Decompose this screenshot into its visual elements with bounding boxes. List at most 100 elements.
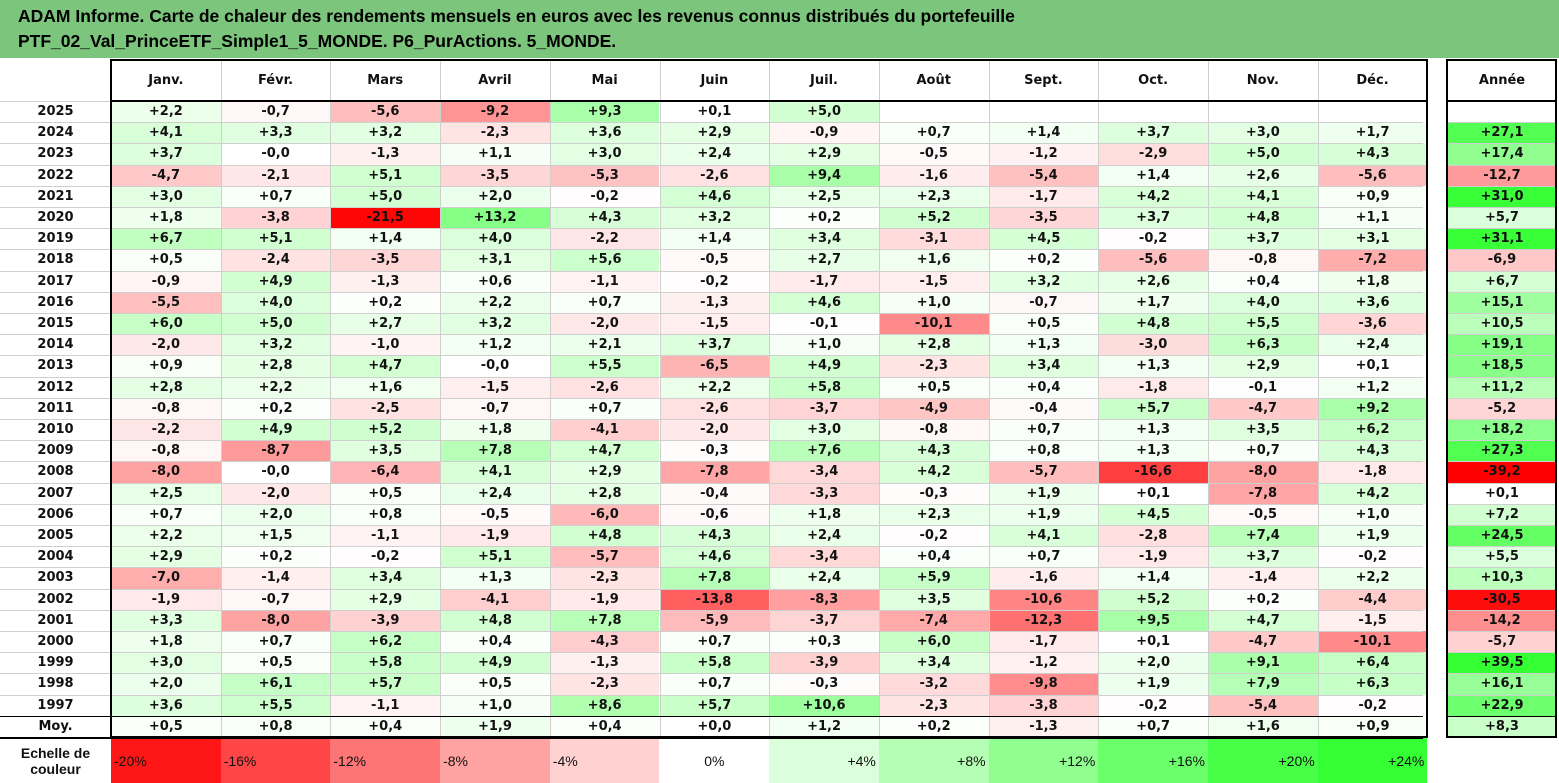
table-bottom-border <box>0 737 1423 739</box>
heatmap-cell: -0,1 <box>769 313 879 335</box>
year-label: 2003 <box>37 570 74 586</box>
heatmap-cell: +5,8 <box>330 652 441 674</box>
heatmap-cell: +5,9 <box>878 567 989 589</box>
heatmap-cell: +4,9 <box>220 270 331 292</box>
heatmap-cell: +5,1 <box>220 228 331 250</box>
heatmap-cell: +4,7 <box>1208 609 1318 631</box>
heatmap-cell: +0,2 <box>988 249 1099 271</box>
annual-cell: +27,1 <box>1447 122 1557 144</box>
heatmap-cell: -4,7 <box>111 164 221 186</box>
annual-row-divider <box>1447 270 1557 272</box>
heatmap-cell: -5,7 <box>988 461 1099 483</box>
heatmap-cell: -0,2 <box>878 525 989 547</box>
heatmap-cell: -4,7 <box>1208 397 1318 419</box>
heatmap-cell: +6,3 <box>1317 673 1428 695</box>
heatmap-cell: -7,0 <box>111 567 221 589</box>
heatmap-cell: +5,0 <box>769 101 879 123</box>
heatmap-cell: +2,8 <box>220 355 331 377</box>
heatmap-cell: +5,8 <box>769 376 879 398</box>
row-divider <box>0 631 1423 632</box>
heatmap-cell: -0,7 <box>440 397 550 419</box>
heatmap-cell: -1,4 <box>1208 567 1318 589</box>
row-divider <box>0 419 1423 420</box>
heatmap-cell: -1,4 <box>220 567 331 589</box>
heatmap-cell: +1,3 <box>440 567 550 589</box>
heatmap-cell: +1,0 <box>440 694 550 716</box>
heatmap-cell: +2,2 <box>220 376 331 398</box>
heatmap-cell: +0,2 <box>220 546 331 568</box>
row-divider <box>0 397 1423 399</box>
heatmap-cell: +5,2 <box>330 419 441 441</box>
row-divider <box>0 313 1423 314</box>
heatmap-cell: -1,9 <box>111 588 221 610</box>
heatmap-cell: -3,1 <box>878 228 989 250</box>
heatmap-cell: +6,0 <box>111 313 221 335</box>
heatmap-cell: +4,5 <box>988 228 1099 250</box>
average-cell: -1,3 <box>988 715 1099 737</box>
heatmap-cell: +0,6 <box>440 270 550 292</box>
heatmap-cell: +3,5 <box>1208 419 1318 441</box>
heatmap-cell: +3,3 <box>111 609 221 631</box>
heatmap-cell: -7,2 <box>1317 249 1428 271</box>
annual-row-divider <box>1447 355 1557 357</box>
annual-cell: +0,1 <box>1447 482 1557 504</box>
heatmap-cell: -0,5 <box>440 503 550 525</box>
heatmap-cell: -7,8 <box>1208 482 1318 504</box>
heatmap-cell: +2,5 <box>769 185 879 207</box>
annual-cell: -14,2 <box>1447 609 1557 631</box>
month-header: Oct. <box>1138 72 1169 88</box>
heatmap-cell: -1,6 <box>878 164 989 186</box>
row-divider <box>0 334 1423 336</box>
month-header: Août <box>916 72 951 88</box>
heatmap-cell: -2,6 <box>659 164 770 186</box>
heatmap-cell: -12,3 <box>988 609 1099 631</box>
annual-row-divider <box>1447 588 1557 590</box>
heatmap-cell: +1,3 <box>988 334 1099 356</box>
annual-cell: +17,4 <box>1447 143 1557 165</box>
heatmap-cell: +7,8 <box>549 609 660 631</box>
heatmap-cell: +0,7 <box>1208 440 1318 462</box>
color-scale-swatch: +4% <box>769 738 879 783</box>
heatmap-cell: +2,5 <box>111 482 221 504</box>
heatmap-cell: +0,2 <box>1208 588 1318 610</box>
annual-row-divider <box>1447 503 1557 505</box>
heatmap-cell: +5,7 <box>330 673 441 695</box>
heatmap-cell: -1,9 <box>440 525 550 547</box>
annual-row-divider <box>1447 143 1557 145</box>
heatmap-cell: +0,5 <box>988 313 1099 335</box>
heatmap-cell: +13,2 <box>440 207 550 229</box>
row-divider <box>0 228 1423 230</box>
heatmap-cell: -3,3 <box>769 482 879 504</box>
year-label: 2010 <box>37 422 74 438</box>
heatmap-cell: -1,7 <box>769 270 879 292</box>
heatmap-cell: -1,7 <box>988 185 1099 207</box>
heatmap-cell: -1,7 <box>988 631 1099 653</box>
heatmap-cell: -0,8 <box>111 397 221 419</box>
heatmap-cell: +1,4 <box>988 122 1099 144</box>
heatmap-cell: +2,1 <box>549 334 660 356</box>
heatmap-cell: -10,6 <box>988 588 1099 610</box>
heatmap-cell: +4,9 <box>440 652 550 674</box>
heatmap-cell: +2,2 <box>111 101 221 123</box>
heatmap-cell: +1,3 <box>1098 440 1208 462</box>
heatmap-cell: +1,0 <box>769 334 879 356</box>
heatmap-cell: -1,2 <box>988 652 1099 674</box>
title-line-2: PTF_02_Val_PrinceETF_Simple1_5_MONDE. P6… <box>18 31 617 51</box>
heatmap-cell: +2,8 <box>111 376 221 398</box>
heatmap-cell: -1,3 <box>549 652 660 674</box>
color-scale-swatch: 0% <box>659 738 770 783</box>
row-divider <box>0 122 1423 124</box>
column-divider <box>549 60 551 737</box>
annual-row-divider <box>1447 397 1557 399</box>
heatmap-cell: -6,4 <box>330 461 441 483</box>
annual-row-divider <box>1447 440 1557 442</box>
heatmap-cell: -3,9 <box>769 652 879 674</box>
row-divider <box>0 185 1423 187</box>
heatmap-cell: +7,9 <box>1208 673 1318 695</box>
heatmap-cell: +0,7 <box>220 185 331 207</box>
heatmap-cell: -10,1 <box>1317 631 1428 653</box>
color-scale-label-line-2: couleur <box>30 760 81 777</box>
heatmap-cell: -1,8 <box>1098 376 1208 398</box>
heatmap-cell: -1,5 <box>440 376 550 398</box>
